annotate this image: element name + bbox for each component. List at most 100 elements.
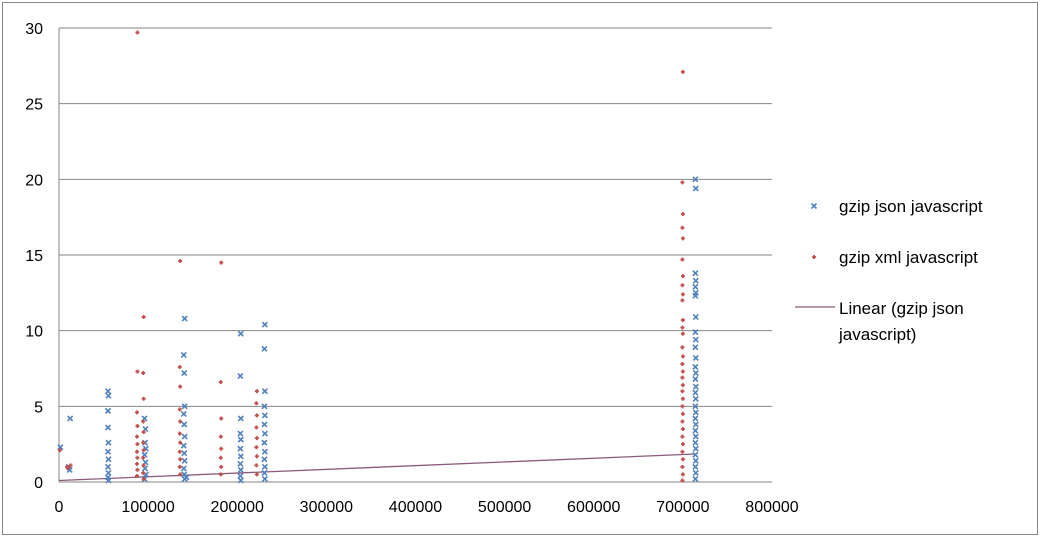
data-point bbox=[134, 473, 139, 478]
data-point bbox=[680, 442, 685, 447]
legend-marker-xml bbox=[812, 255, 816, 259]
data-point bbox=[692, 336, 699, 343]
data-point bbox=[680, 69, 685, 74]
data-point bbox=[180, 442, 187, 449]
data-point bbox=[692, 445, 699, 452]
data-point bbox=[680, 369, 685, 374]
data-point bbox=[261, 439, 268, 446]
data-point bbox=[104, 448, 112, 455]
data-point bbox=[104, 424, 112, 431]
data-point bbox=[254, 454, 259, 459]
data-point bbox=[237, 436, 244, 443]
legend-label-trendline: javascript) bbox=[838, 325, 916, 344]
legend-label-xml: gzip xml javascript bbox=[839, 248, 978, 267]
data-point bbox=[105, 456, 112, 463]
data-point bbox=[218, 455, 223, 460]
data-point bbox=[692, 369, 699, 377]
data-point bbox=[237, 330, 244, 337]
x-tick-label: 100000 bbox=[121, 499, 174, 516]
data-point bbox=[178, 259, 183, 264]
data-point bbox=[680, 318, 685, 323]
data-point bbox=[254, 463, 259, 468]
data-point bbox=[68, 463, 73, 468]
data-point bbox=[680, 457, 685, 462]
data-point bbox=[177, 464, 182, 469]
data-point bbox=[680, 325, 685, 330]
data-point bbox=[680, 354, 685, 359]
data-point bbox=[692, 409, 699, 416]
data-point bbox=[141, 315, 146, 320]
data-point bbox=[177, 449, 182, 454]
x-tick-label: 200000 bbox=[211, 499, 264, 516]
legend-label-json: gzip json javascript bbox=[839, 197, 983, 216]
data-point bbox=[181, 433, 188, 440]
trendline-layer bbox=[58, 453, 696, 482]
data-point bbox=[237, 445, 244, 452]
y-tick-label: 5 bbox=[34, 399, 43, 416]
data-point bbox=[680, 212, 685, 217]
data-point bbox=[261, 403, 268, 410]
data-point bbox=[680, 449, 685, 454]
y-tick-label: 10 bbox=[25, 324, 43, 341]
data-point bbox=[692, 376, 699, 383]
data-point bbox=[692, 433, 699, 440]
data-point bbox=[219, 464, 224, 469]
data-point bbox=[141, 396, 146, 401]
legend: gzip json javascript gzip xml javascript L… bbox=[795, 197, 983, 344]
data-point bbox=[692, 457, 699, 464]
x-tick-label: 500000 bbox=[478, 499, 531, 516]
data-point bbox=[134, 410, 139, 415]
data-point bbox=[254, 472, 259, 477]
data-point bbox=[692, 389, 699, 396]
data-point bbox=[680, 404, 685, 409]
data-point bbox=[680, 292, 685, 297]
data-point bbox=[67, 415, 74, 422]
data-point bbox=[680, 396, 685, 401]
data-point bbox=[135, 30, 140, 35]
y-tick-label: 30 bbox=[25, 21, 43, 38]
data-point bbox=[105, 392, 112, 399]
data-point bbox=[261, 430, 268, 437]
data-point bbox=[237, 460, 244, 467]
data-point bbox=[680, 464, 685, 469]
data-point bbox=[692, 475, 699, 483]
y-tick-label: 0 bbox=[34, 475, 43, 492]
gridlines bbox=[59, 27, 772, 407]
data-point bbox=[104, 463, 112, 470]
legend-label-trendline: Linear (gzip json bbox=[839, 299, 964, 318]
x-tick-label: 300000 bbox=[300, 499, 353, 516]
data-point bbox=[219, 446, 224, 451]
data-point bbox=[692, 292, 699, 299]
data-point bbox=[141, 463, 146, 468]
data-point bbox=[692, 277, 699, 284]
data-point bbox=[134, 434, 139, 439]
data-point bbox=[692, 283, 699, 290]
data-point bbox=[680, 236, 685, 241]
data-point bbox=[680, 345, 685, 350]
data-point bbox=[181, 403, 188, 410]
data-point bbox=[692, 176, 699, 183]
data-point bbox=[141, 430, 146, 435]
data-point bbox=[141, 455, 146, 460]
data-point bbox=[254, 401, 259, 406]
data-point bbox=[237, 466, 244, 473]
data-point bbox=[180, 351, 187, 358]
data-point bbox=[254, 425, 259, 430]
x-tick-label: 600000 bbox=[567, 499, 620, 516]
y-tick-labels: 0 5 10 15 20 25 30 bbox=[25, 21, 43, 492]
data-point bbox=[680, 434, 685, 439]
data-point bbox=[692, 427, 699, 434]
data-point bbox=[135, 442, 140, 447]
data-point bbox=[680, 180, 685, 185]
data-point bbox=[254, 413, 259, 418]
data-point bbox=[680, 298, 685, 303]
data-point bbox=[680, 375, 685, 380]
data-point bbox=[692, 439, 699, 446]
data-point bbox=[181, 457, 188, 464]
data-point bbox=[692, 354, 699, 361]
data-point bbox=[218, 434, 223, 439]
data-point bbox=[180, 465, 187, 472]
data-point bbox=[237, 415, 244, 422]
data-point bbox=[261, 412, 268, 419]
data-point bbox=[178, 472, 183, 477]
